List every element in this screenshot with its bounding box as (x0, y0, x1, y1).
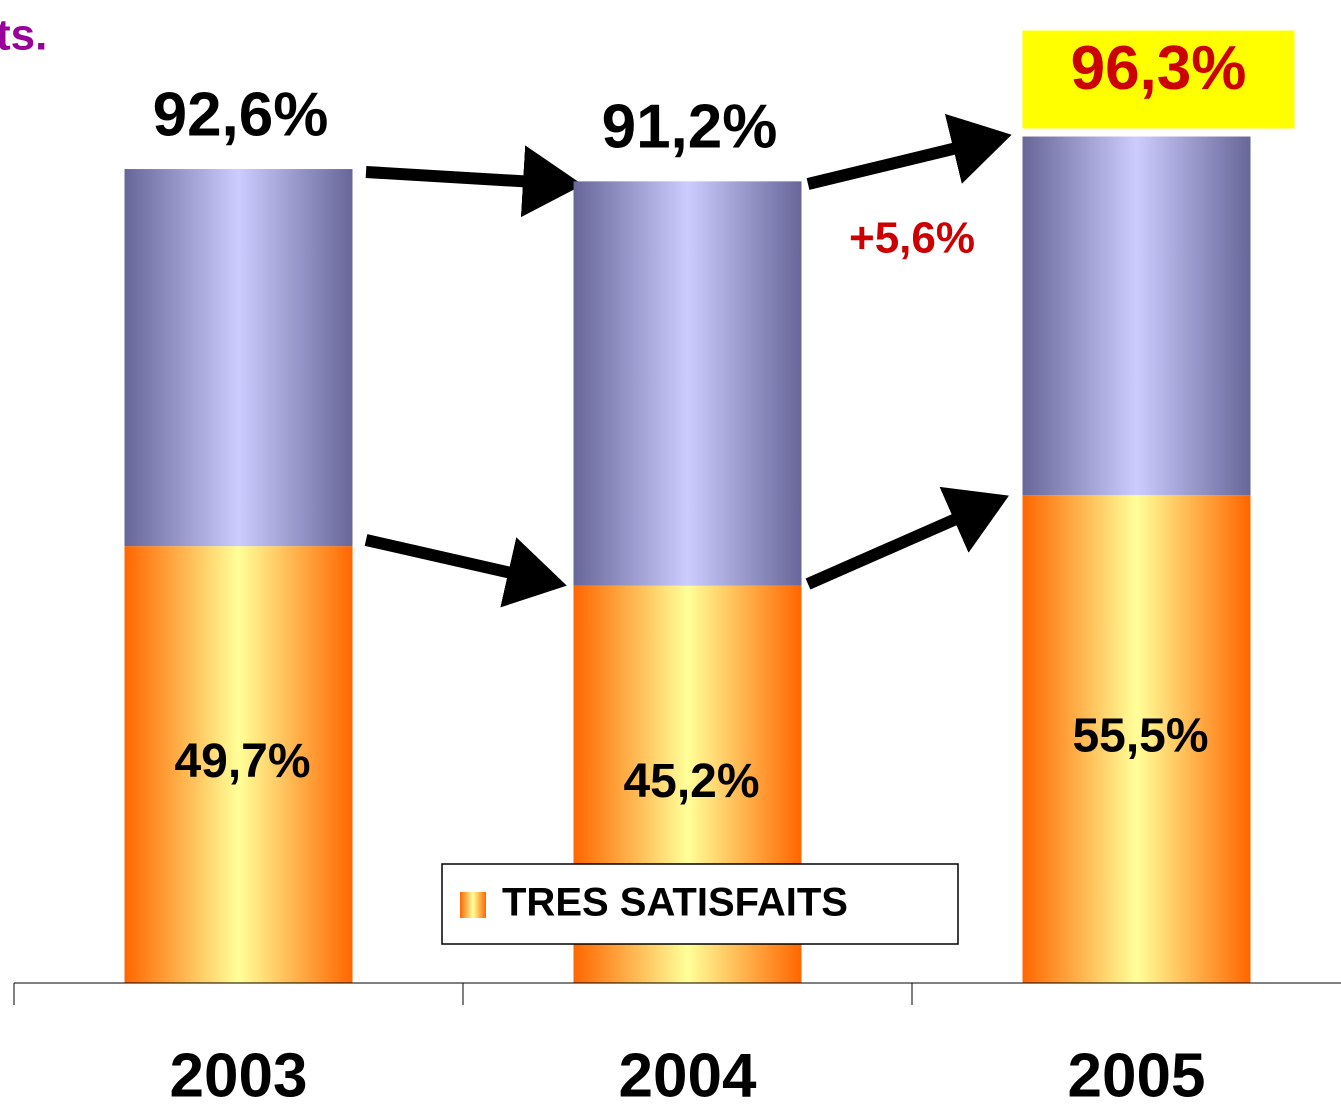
x-tick-label: 2004 (619, 1041, 757, 1110)
legend-label: TRES SATISFAITS (502, 881, 848, 925)
data-label: 49,7% (174, 735, 310, 788)
bar-segment (124, 169, 353, 547)
annotation: +5,6% (849, 214, 975, 263)
highlight-box (1022, 30, 1295, 129)
bar-segment (1022, 136, 1251, 496)
total-label: 92,6% (153, 80, 329, 149)
legend-swatch (460, 892, 486, 918)
bar-segment (573, 181, 802, 586)
legend: TRES SATISFAITS (441, 863, 959, 945)
data-label: 45,2% (623, 755, 759, 808)
total-label: 91,2% (602, 93, 778, 162)
bar-segment (124, 546, 353, 983)
arrow (805, 486, 1009, 590)
arrow (364, 534, 567, 608)
x-tick-label: 2003 (170, 1041, 308, 1110)
total-label: 96,3% (1071, 34, 1247, 103)
bar-segment (1022, 495, 1251, 983)
arrow (365, 145, 583, 218)
arrow (806, 113, 1012, 190)
arrows (364, 113, 1012, 608)
data-label: 55,5% (1072, 710, 1208, 763)
chart-title: ts. (0, 11, 47, 60)
x-tick-label: 2005 (1068, 1041, 1206, 1110)
legend-box (441, 863, 959, 945)
